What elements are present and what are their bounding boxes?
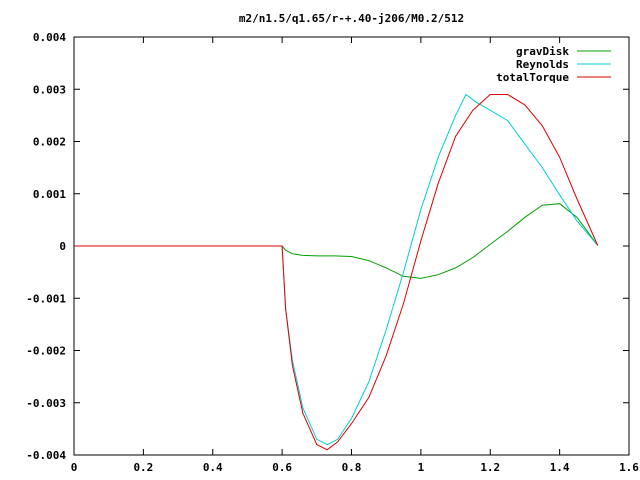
x-tick-label: 0.4 (203, 461, 223, 474)
y-tick-label: 0 (59, 240, 66, 253)
x-tick-label: 1.2 (480, 461, 500, 474)
series-line-Reynolds (74, 93, 599, 446)
series-line-gravDisk (74, 203, 599, 279)
y-tick-label: 0.001 (33, 188, 66, 201)
x-tick-label: 0.6 (272, 461, 292, 474)
y-tick-label: -0.001 (26, 292, 66, 305)
legend-label-totalTorque: totalTorque (496, 71, 569, 84)
y-tick-label: 0.002 (33, 136, 66, 149)
y-tick-label: -0.003 (26, 397, 66, 410)
x-tick-label: 1 (418, 461, 425, 474)
y-tick-label: -0.002 (26, 345, 66, 358)
legend-label-gravDisk: gravDisk (516, 45, 569, 58)
series-line-totalTorque (74, 94, 599, 451)
plot-series (74, 93, 599, 451)
x-tick-label: 1.4 (550, 461, 570, 474)
y-tick-label: 0.003 (33, 83, 66, 96)
x-tick-label: 0 (71, 461, 78, 474)
x-tick-label: 1.6 (619, 461, 639, 474)
axes: 0 0.2 0.4 0.6 0.8 1 1.2 1.4 1.6 -0.004 -0.003 -0.00… (26, 31, 639, 474)
x-tick-label: 0.8 (342, 461, 362, 474)
y-tick-label: 0.004 (33, 31, 66, 44)
legend-label-Reynolds: Reynolds (516, 58, 569, 71)
y-tick-label: -0.004 (26, 449, 66, 462)
chart-title: m2/n1.5/q1.65/r-+.40-j206/M0.2/512 (239, 12, 464, 25)
x-tick-label: 0.2 (133, 461, 153, 474)
